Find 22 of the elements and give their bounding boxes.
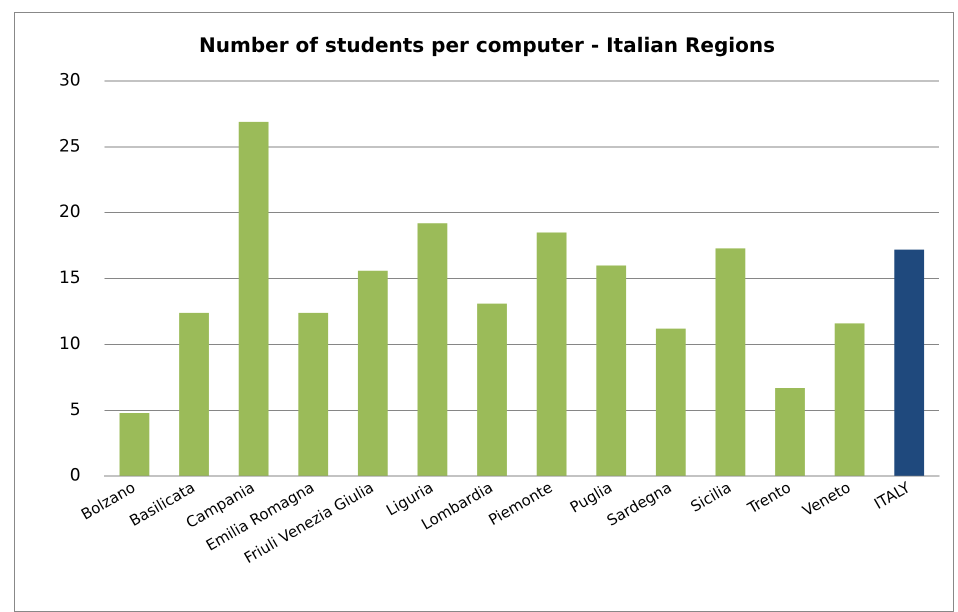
bar xyxy=(238,122,269,476)
y-tick-label: 5 xyxy=(70,400,81,420)
y-tick-label: 15 xyxy=(58,268,81,288)
bar xyxy=(477,304,507,476)
bar xyxy=(656,328,686,476)
y-tick-label: 10 xyxy=(58,334,81,354)
bar xyxy=(775,388,805,476)
bar xyxy=(358,270,388,476)
bar xyxy=(894,250,924,476)
bar xyxy=(298,312,328,476)
y-tick-label: 25 xyxy=(58,136,81,156)
bar xyxy=(120,412,150,476)
chart-title: Number of students per computer - Italian Regions xyxy=(198,33,776,58)
y-tick-label: 20 xyxy=(58,202,81,222)
bar xyxy=(716,248,746,476)
bar xyxy=(418,223,448,476)
bar xyxy=(596,265,626,476)
y-tick-label: 0 xyxy=(70,466,81,486)
bar xyxy=(536,232,567,476)
bar xyxy=(179,312,209,476)
bar xyxy=(834,323,865,476)
y-tick-label: 30 xyxy=(58,70,81,90)
